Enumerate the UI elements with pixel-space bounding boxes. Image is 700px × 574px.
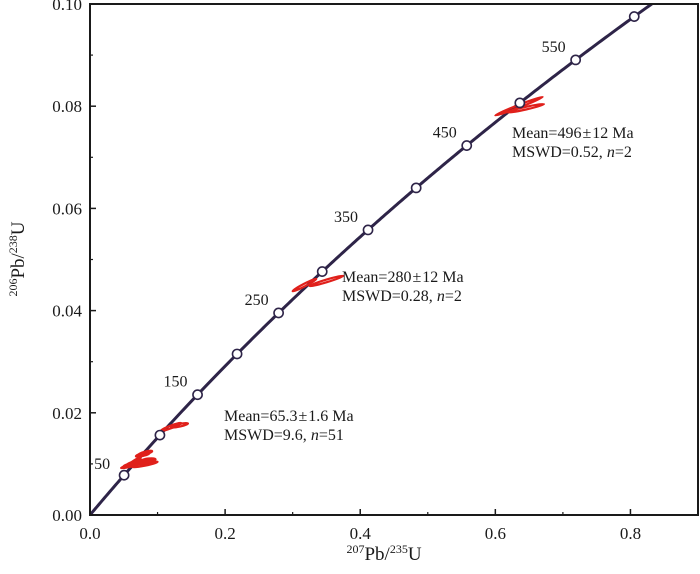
age-label-layer: 50 150 250 350 450 550: [94, 39, 566, 473]
data-ellipse: [141, 457, 157, 463]
x-tick-label: 0.2: [214, 524, 235, 543]
data-ellipse: [506, 102, 546, 114]
age-marker: [362, 224, 374, 236]
y-tick-label: 0.08: [52, 97, 82, 116]
annotation-mean: Mean=280±12 Ma: [342, 269, 464, 286]
data-ellipse: [291, 277, 318, 293]
data-ellipse: [308, 274, 345, 288]
age-marker: [628, 11, 640, 22]
y-tick-label: 0.04: [52, 302, 82, 321]
age-label: 450: [433, 125, 457, 142]
age-marker: [118, 469, 130, 481]
age-marker: [154, 429, 166, 441]
age-marker: [273, 307, 284, 319]
y-tick-label: 0.06: [52, 199, 82, 218]
plot-frame: [89, 3, 699, 516]
age-marker: [231, 348, 243, 360]
y-axis-title: 206Pb/238U: [6, 221, 29, 296]
y-tick-label: 0.02: [52, 404, 82, 423]
data-ellipse: [137, 449, 154, 457]
age-label: 350: [334, 209, 358, 226]
annotation-mswd: MSWD=9.6, n=51: [224, 427, 344, 444]
tick-layer: 0.0 0.2 0.4 0.6 0.8 0.00 0.02 0.04 0.06 0.08 0.10: [52, 0, 699, 543]
age-label: 50: [94, 456, 110, 473]
concordia-curve: [90, 4, 655, 515]
x-axis-title: 207Pb/235U: [346, 542, 421, 565]
annotation-block: Mean=496±12 Ma MSWD=0.52, n=2: [512, 125, 634, 161]
concordia-curve-layer: [90, 4, 655, 515]
age-marker: [192, 389, 203, 401]
annotation-mean: Mean=65.3±1.6 Ma: [224, 408, 354, 425]
age-marker: [514, 97, 526, 109]
age-marker: [410, 182, 422, 194]
age-label: 550: [542, 39, 566, 56]
x-tick-label: 0.6: [485, 524, 506, 543]
annotation-block: Mean=280±12 Ma MSWD=0.28, n=2: [342, 269, 464, 305]
annotation-mswd: MSWD=0.52, n=2: [512, 144, 632, 161]
data-ellipse: [169, 422, 190, 429]
age-marker-layer: [118, 11, 640, 481]
y-tick-label: 0.10: [52, 0, 82, 14]
age-label: 250: [245, 292, 269, 309]
x-tick-label: 0.0: [79, 524, 100, 543]
x-tick-label: 0.4: [350, 524, 372, 543]
y-tick-label: 0.00: [52, 506, 82, 525]
plot-frame-layer: [89, 3, 699, 516]
x-tick-label: 0.8: [620, 524, 641, 543]
age-marker: [316, 266, 328, 277]
annotation-block: Mean=65.3±1.6 Ma MSWD=9.6, n=51: [224, 408, 354, 444]
age-marker: [461, 140, 473, 151]
annotation-layer: Mean=65.3±1.6 Ma MSWD=9.6, n=51 Mean=280±1…: [224, 125, 634, 444]
age-marker: [570, 54, 582, 66]
annotation-mswd: MSWD=0.28, n=2: [342, 288, 462, 305]
data-ellipse: [130, 460, 159, 469]
age-label: 150: [164, 374, 188, 391]
annotation-mean: Mean=496±12 Ma: [512, 125, 634, 142]
